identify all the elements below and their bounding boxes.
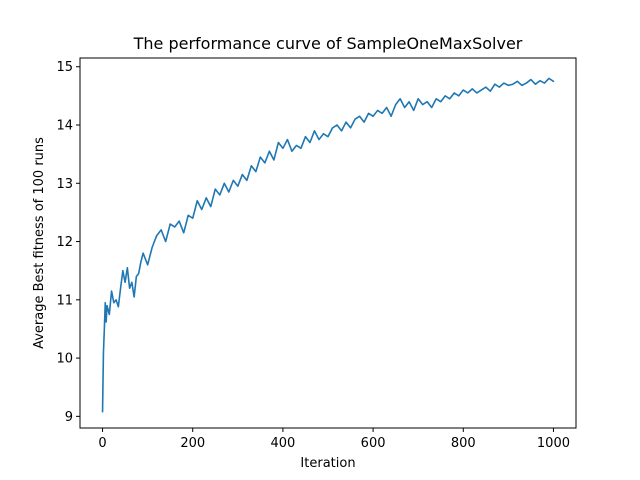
x-tick-label: 800 xyxy=(451,436,476,451)
axes-frame xyxy=(79,57,577,429)
y-tick-label: 9 xyxy=(65,410,73,425)
y-axis-label: Average Best fitness of 100 runs xyxy=(32,137,47,349)
y-axis: 9 10 11 12 13 14 15 xyxy=(56,60,80,425)
x-tick-label: 200 xyxy=(180,436,205,451)
y-tick-label: 15 xyxy=(56,60,73,75)
x-axis-label: Iteration xyxy=(300,456,355,471)
x-axis: 0 200 400 600 800 1000 xyxy=(98,428,570,451)
x-tick-label: 0 xyxy=(98,436,106,451)
y-tick-label: 13 xyxy=(56,177,73,192)
x-tick-label: 400 xyxy=(270,436,295,451)
y-tick-label: 11 xyxy=(56,293,73,308)
y-tick-label: 14 xyxy=(56,119,73,134)
chart-title: The performance curve of SampleOneMaxSol… xyxy=(133,34,523,53)
x-tick-label: 1000 xyxy=(537,436,570,451)
plot-area xyxy=(79,57,577,429)
x-tick-label: 600 xyxy=(361,436,386,451)
series-line xyxy=(101,77,555,413)
y-tick-label: 10 xyxy=(56,352,73,367)
y-tick-label: 12 xyxy=(56,235,73,250)
